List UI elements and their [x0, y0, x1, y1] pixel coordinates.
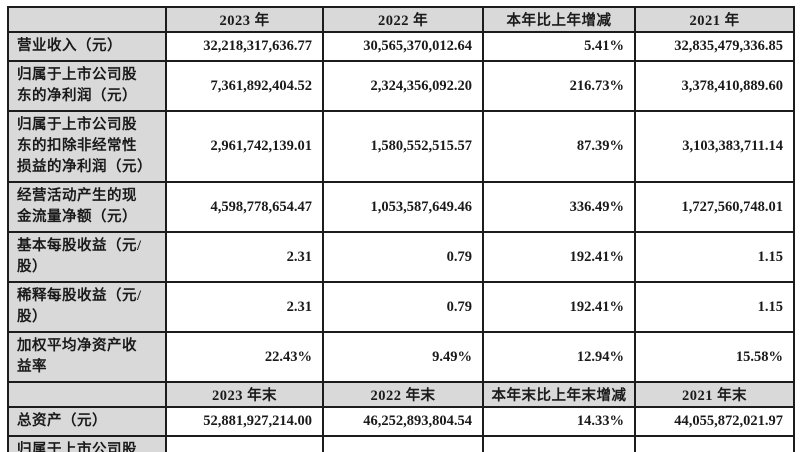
- financial-summary-table: 2023 年 2022 年 本年比上年增减 2021 年 营业收入（元） 32,…: [7, 6, 795, 452]
- value-cell-2022: 0.79: [322, 231, 484, 283]
- value-cell-change: 12.94%: [482, 331, 636, 383]
- value-cell-2021: 44,055,872,021.97: [634, 406, 795, 437]
- value-cell-2023: 4,598,778,654.47: [165, 181, 324, 233]
- value-cell-2022: 0.79: [322, 281, 484, 333]
- value-cell-2023: 2.31: [165, 281, 324, 333]
- value-cell-change: 192.41%: [482, 231, 636, 283]
- row-label: 归属于上市公司股东的净资产（元）: [7, 435, 167, 452]
- value-cell-2023: 52,881,927,214.00: [165, 406, 324, 437]
- value-cell-2021: 1,727,560,748.01: [634, 181, 795, 233]
- row-label: 稀释每股收益（元/股）: [7, 281, 167, 333]
- column-header-2022: 2022 年: [322, 6, 484, 33]
- row-label: 加权平均净资产收益率: [7, 331, 167, 383]
- value-cell-2022: 30,565,370,012.64: [322, 31, 484, 62]
- value-cell-2023: 2.31: [165, 231, 324, 283]
- row-operating-cash-flow: 经营活动产生的现金流量净额（元） 4,598,778,654.47 1,053,…: [7, 181, 795, 233]
- corner-cell: [7, 6, 167, 33]
- value-cell-2021: 3,378,410,889.60: [634, 60, 795, 112]
- row-net-profit-excl-nonrecurring: 归属于上市公司股东的扣除非经常性损益的净利润（元） 2,961,742,139.…: [7, 110, 795, 183]
- value-cell-2023: 22.43%: [165, 331, 324, 383]
- year-end-header-row: 2023 年末 2022 年末 本年末比上年末增减 2021 年末: [7, 381, 795, 408]
- annual-header-row: 2023 年 2022 年 本年比上年增减 2021 年: [7, 6, 795, 33]
- value-cell-2022: 9.49%: [322, 331, 484, 383]
- value-cell-2021: 23,617,602,513.55: [634, 435, 795, 452]
- row-net-assets: 归属于上市公司股东的净资产（元） 34,719,173,825.42 25,83…: [7, 435, 795, 452]
- row-label: 营业收入（元）: [7, 31, 167, 62]
- value-cell-2023: 7,361,892,404.52: [165, 60, 324, 112]
- value-cell-2021: 15.58%: [634, 331, 795, 383]
- row-operating-revenue: 营业收入（元） 32,218,317,636.77 30,565,370,012…: [7, 31, 795, 62]
- row-diluted-eps: 稀释每股收益（元/股） 2.31 0.79 192.41% 1.15: [7, 281, 795, 333]
- column-header-year-end-change: 本年末比上年末增减: [482, 381, 636, 408]
- value-cell-2021: 32,835,479,336.85: [634, 31, 795, 62]
- row-label: 总资产（元）: [7, 406, 167, 437]
- row-label: 归属于上市公司股东的净利润（元）: [7, 60, 167, 112]
- value-cell-change: 14.33%: [482, 406, 636, 437]
- value-cell-change: 34.38%: [482, 435, 636, 452]
- row-label: 归属于上市公司股东的扣除非经常性损益的净利润（元）: [7, 110, 167, 183]
- value-cell-2022: 25,836,798,918.61: [322, 435, 484, 452]
- value-cell-change: 336.49%: [482, 181, 636, 233]
- value-cell-2022: 46,252,893,804.54: [322, 406, 484, 437]
- value-cell-2023: 32,218,317,636.77: [165, 31, 324, 62]
- column-header-yoy-change: 本年比上年增减: [482, 6, 636, 33]
- value-cell-2022: 2,324,356,092.20: [322, 60, 484, 112]
- row-weighted-avg-roe: 加权平均净资产收益率 22.43% 9.49% 12.94% 15.58%: [7, 331, 795, 383]
- value-cell-change: 216.73%: [482, 60, 636, 112]
- column-header-2023-end: 2023 年末: [165, 381, 324, 408]
- column-header-2022-end: 2022 年末: [322, 381, 484, 408]
- value-cell-2023: 34,719,173,825.42: [165, 435, 324, 452]
- row-basic-eps: 基本每股收益（元/股） 2.31 0.79 192.41% 1.15: [7, 231, 795, 283]
- value-cell-2023: 2,961,742,139.01: [165, 110, 324, 183]
- value-cell-2021: 3,103,383,711.14: [634, 110, 795, 183]
- column-header-2021-end: 2021 年末: [634, 381, 795, 408]
- value-cell-2022: 1,580,552,515.57: [322, 110, 484, 183]
- value-cell-2021: 1.15: [634, 281, 795, 333]
- value-cell-change: 5.41%: [482, 31, 636, 62]
- corner-cell: [7, 381, 167, 408]
- value-cell-2021: 1.15: [634, 231, 795, 283]
- row-net-profit: 归属于上市公司股东的净利润（元） 7,361,892,404.52 2,324,…: [7, 60, 795, 112]
- row-label: 经营活动产生的现金流量净额（元）: [7, 181, 167, 233]
- column-header-2023: 2023 年: [165, 6, 324, 33]
- value-cell-change: 87.39%: [482, 110, 636, 183]
- column-header-2021: 2021 年: [634, 6, 795, 33]
- row-label: 基本每股收益（元/股）: [7, 231, 167, 283]
- row-total-assets: 总资产（元） 52,881,927,214.00 46,252,893,804.…: [7, 406, 795, 437]
- value-cell-2022: 1,053,587,649.46: [322, 181, 484, 233]
- value-cell-change: 192.41%: [482, 281, 636, 333]
